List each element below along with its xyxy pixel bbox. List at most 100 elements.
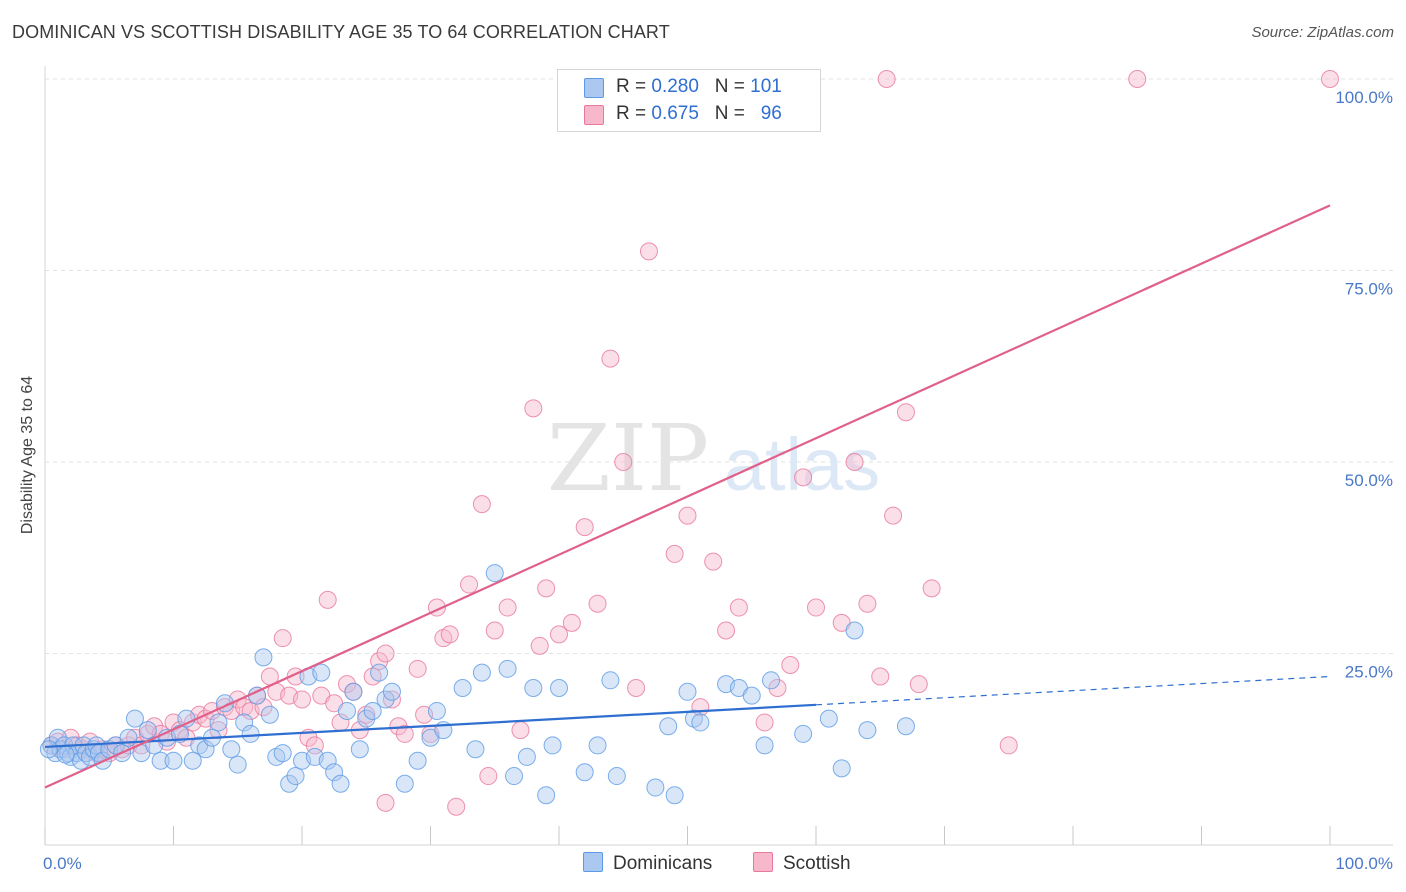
- bottom-legend-swatch-scottish: [753, 852, 773, 872]
- dominicans-point: [337, 701, 356, 720]
- scottish-point: [479, 767, 498, 786]
- scottish-point: [627, 678, 646, 697]
- dominicans-point: [896, 717, 915, 736]
- bottom-legend-scottish[interactable]: Scottish: [753, 852, 851, 876]
- dominicans-point: [164, 751, 183, 770]
- scottish-point: [511, 721, 530, 740]
- dominicans-trend-line: [44, 703, 817, 749]
- y-tick-label: 50.0%: [1345, 471, 1393, 490]
- dominicans-point: [742, 686, 761, 705]
- scottish-point: [871, 667, 890, 686]
- dominicans-point: [151, 751, 170, 770]
- dominicans-point: [376, 690, 395, 709]
- dominicans-point: [762, 671, 781, 690]
- dominicans-point: [196, 740, 215, 759]
- correlation-legend: R = 0.280 N = 101 R = 0.675 N = 96: [557, 69, 821, 132]
- scottish-point: [704, 552, 723, 571]
- scottish-point: [337, 675, 356, 694]
- legend-r-value-dominicans: 0.280: [651, 76, 699, 97]
- tick-labels: 25.0% 50.0% 75.0% 100.0% 0.0% 100.0%: [43, 88, 1393, 873]
- y-tick-label: 25.0%: [1345, 663, 1393, 682]
- dominicans-point: [543, 736, 562, 755]
- scottish-point: [909, 675, 928, 694]
- scottish-point: [209, 721, 228, 740]
- dominicans-point: [235, 713, 254, 732]
- scottish-point: [318, 590, 337, 609]
- scottish-point: [498, 598, 517, 617]
- scottish-point: [717, 621, 736, 640]
- dominicans-point: [350, 740, 369, 759]
- dominicans-point: [575, 763, 594, 782]
- dominicans-point: [363, 701, 382, 720]
- dominicans-point: [665, 786, 684, 805]
- dominicans-point: [370, 663, 389, 682]
- scottish-point: [254, 698, 273, 717]
- scottish-point: [665, 544, 684, 563]
- scottish-point: [562, 613, 581, 632]
- dominicans-point: [56, 745, 75, 764]
- dominicans-point: [312, 663, 331, 682]
- bottom-legend-dominicans[interactable]: Dominicans: [583, 852, 712, 876]
- scottish-point: [794, 468, 813, 487]
- dominicans-point: [505, 767, 524, 786]
- legend-swatch-dominicans: [584, 78, 604, 98]
- scottish-point: [575, 518, 594, 537]
- dominicans-point: [601, 671, 620, 690]
- dominicans-point: [280, 774, 299, 793]
- dominicans-point: [858, 721, 877, 740]
- axes: [44, 66, 1393, 846]
- scottish-point: [550, 625, 568, 644]
- dominicans-point: [209, 713, 228, 732]
- scottish-point: [524, 399, 543, 418]
- scottish-point: [639, 242, 658, 261]
- scottish-point: [472, 495, 491, 514]
- dominicans-point: [466, 740, 485, 759]
- dominicans-point: [254, 648, 273, 667]
- dominicans-point: [472, 663, 491, 682]
- watermark: ZIP atlas: [547, 405, 880, 512]
- legend-r-label: R =: [616, 103, 647, 124]
- scottish-point: [755, 713, 774, 732]
- source-label: Source: ZipAtlas.com: [1251, 24, 1394, 41]
- dominicans-point: [408, 751, 427, 770]
- dominicans-point: [794, 724, 813, 743]
- grid-lines: [45, 78, 1393, 654]
- legend-r-label: R =: [616, 76, 647, 97]
- legend-r-value-scottish: 0.675: [651, 103, 699, 124]
- dominicans-point: [646, 778, 665, 797]
- scottish-point: [896, 403, 915, 422]
- dominicans-point: [588, 736, 607, 755]
- dominicans-point: [39, 740, 58, 759]
- dominicans-point: [273, 744, 292, 763]
- scottish-point: [395, 724, 414, 743]
- dominicans-point: [344, 682, 363, 701]
- scottish-point: [884, 506, 903, 525]
- legend-n-label: N =: [714, 76, 745, 97]
- dominicans-point: [607, 767, 626, 786]
- dominicans-point: [427, 701, 446, 720]
- dominicans-point: [691, 713, 710, 732]
- dominicans-point: [755, 736, 774, 755]
- scottish-point: [845, 453, 864, 471]
- scottish-point: [530, 636, 549, 655]
- scottish-point: [768, 678, 787, 697]
- dominicans-point: [498, 659, 517, 678]
- dominicans-point: [550, 678, 568, 697]
- dominicans-point: [318, 751, 337, 770]
- dominicans-point: [286, 767, 305, 786]
- scottish-point: [273, 629, 292, 648]
- dominicans-point: [678, 682, 697, 701]
- scottish-point: [460, 575, 479, 594]
- scottish-point: [614, 453, 633, 471]
- dominicans-point: [517, 747, 536, 766]
- scottish-point: [601, 349, 620, 368]
- dominicans-point: [382, 682, 401, 701]
- scottish-trend-line: [44, 204, 1331, 789]
- scottish-point: [877, 70, 896, 88]
- dominicans-point: [331, 774, 350, 793]
- scottish-point: [588, 594, 607, 613]
- dominicans-point: [228, 755, 247, 774]
- scottish-point: [376, 793, 395, 812]
- y-tick-label: 100.0%: [1335, 88, 1393, 107]
